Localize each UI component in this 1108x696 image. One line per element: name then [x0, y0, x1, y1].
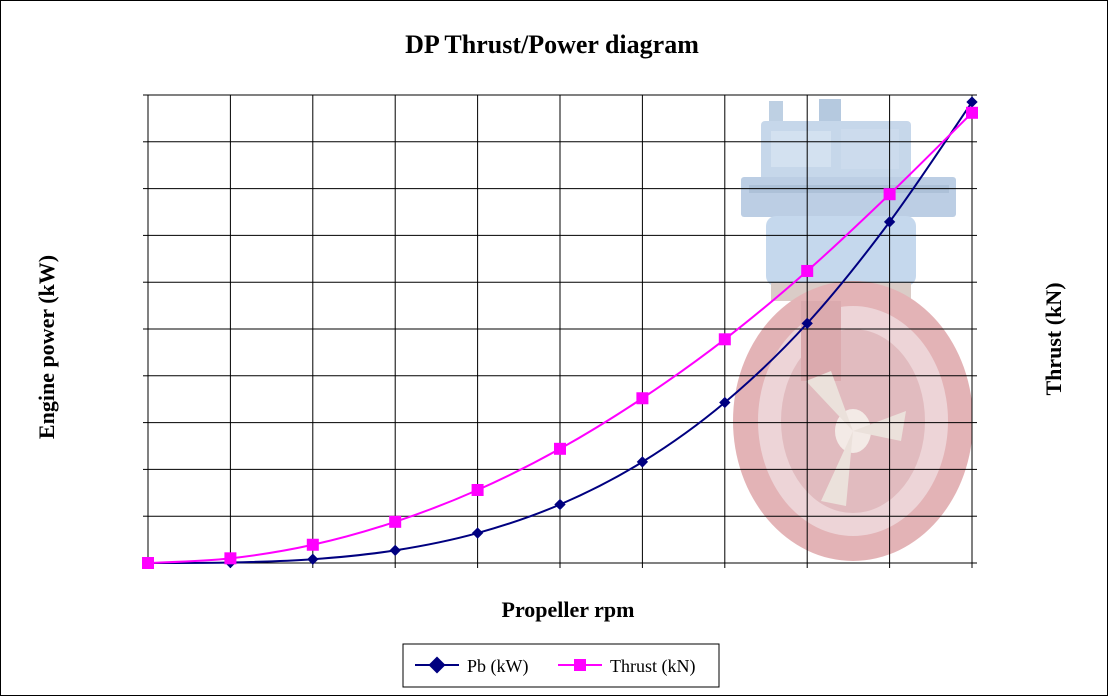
- data-point-thrust: [142, 557, 154, 569]
- legend-label-pb: Pb (kW): [467, 656, 529, 677]
- data-point-thrust: [306, 538, 319, 551]
- y-axis-left-label: Engine power (kW): [34, 255, 59, 439]
- data-point-pb: [719, 396, 731, 409]
- data-point-pb: [801, 317, 813, 330]
- x-axis-label: Propeller rpm: [502, 597, 635, 622]
- data-point-pb: [966, 96, 978, 108]
- data-point-pb: [389, 544, 401, 557]
- legend: Pb (kW) Thrust (kN): [402, 643, 720, 688]
- chart-title: DP Thrust/Power diagram: [405, 30, 699, 59]
- azimuth-thruster-image: [733, 99, 972, 561]
- legend-marker-thrust: [574, 659, 586, 671]
- data-point-thrust: [389, 515, 402, 528]
- series-line-thrust: [147, 112, 973, 564]
- legend-label-thrust: Thrust (kN): [610, 656, 695, 677]
- data-point-pb: [471, 527, 484, 539]
- plot-grid: [148, 95, 972, 563]
- data-point-thrust: [224, 552, 237, 565]
- data-point-pb: [883, 216, 896, 228]
- data-point-thrust: [554, 442, 566, 455]
- plot-area-border: [147, 94, 973, 564]
- data-point-thrust: [471, 483, 484, 496]
- axis-ticks: [143, 94, 977, 568]
- series-layer: [142, 96, 978, 569]
- data-point-thrust: [636, 392, 649, 405]
- data-point-thrust: [718, 333, 731, 346]
- data-point-thrust: [801, 264, 814, 277]
- data-point-pb: [554, 498, 566, 511]
- data-point-pb: [307, 553, 319, 565]
- y-axis-right-label: Thrust (kN): [1041, 282, 1066, 395]
- data-point-thrust: [966, 106, 978, 119]
- series-line-pb: [147, 101, 973, 564]
- legend-marker-pb: [428, 656, 446, 674]
- data-point-thrust: [883, 188, 896, 201]
- data-point-pb: [636, 456, 649, 468]
